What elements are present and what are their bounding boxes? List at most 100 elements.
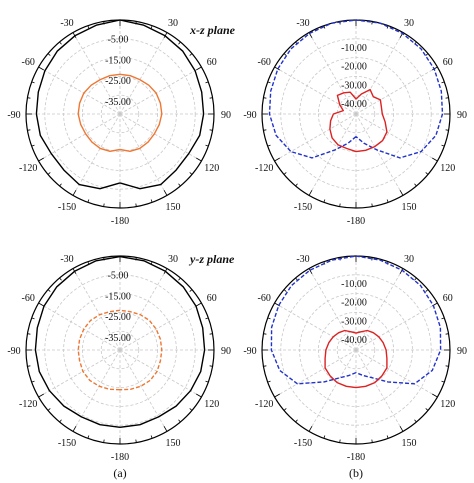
grid-spoke <box>119 66 202 115</box>
radial-label: -10.00 <box>341 43 367 54</box>
angle-label: -30 <box>60 18 73 29</box>
grid-spoke <box>119 349 168 432</box>
grid-spoke <box>72 113 121 196</box>
angle-label: -150 <box>58 202 76 213</box>
radial-label: -30.00 <box>341 80 367 91</box>
angle-label: 90 <box>457 346 467 357</box>
radial-label: -35.00 <box>105 97 131 108</box>
angle-label: -150 <box>294 202 312 213</box>
series-line-1 <box>268 19 444 159</box>
grid-spoke <box>72 268 121 351</box>
angle-label: -180 <box>347 452 365 463</box>
angle-label: 150 <box>166 438 181 449</box>
angle-label: -120 <box>255 163 273 174</box>
angle-label: -60 <box>258 57 271 68</box>
angle-label: 120 <box>440 163 455 174</box>
grid-spoke <box>355 113 438 162</box>
angle-tick <box>72 426 77 432</box>
series-line-2 <box>324 329 388 389</box>
radial-label: -5.00 <box>108 34 129 45</box>
angle-tick <box>432 66 438 71</box>
angle-label: -120 <box>255 399 273 410</box>
angle-tick <box>72 32 77 38</box>
grid-spoke <box>274 349 357 398</box>
grid-spoke <box>355 113 404 196</box>
angle-tick <box>196 157 202 162</box>
angle-label: 60 <box>207 293 217 304</box>
angle-tick <box>432 393 438 398</box>
angle-label: 90 <box>221 346 231 357</box>
angle-label: -180 <box>111 216 129 227</box>
angle-label: 120 <box>440 399 455 410</box>
grid-spoke <box>38 302 121 351</box>
angle-tick <box>308 268 313 274</box>
grid-ring <box>100 330 140 370</box>
angle-label: 90 <box>221 110 231 121</box>
angle-label: -90 <box>243 110 256 121</box>
grid-ring <box>336 94 376 134</box>
polar-chart-a-top: -30 -60 -90 -120 -150 -180 150 120 90 60 30 -5.00 -1… <box>7 18 231 227</box>
angle-tick <box>308 426 313 432</box>
angle-label: 150 <box>402 438 417 449</box>
angle-label: -90 <box>243 346 256 357</box>
polar-chart-b-bottom: -30 -60 -90 -120 -150 -180 150 120 90 60 30 -10.00 -… <box>243 254 467 463</box>
grid-spoke <box>355 66 438 115</box>
angle-tick <box>274 157 280 162</box>
grid-spoke <box>274 302 357 351</box>
radial-label: -20.00 <box>341 62 367 73</box>
angle-label: 60 <box>443 293 453 304</box>
angle-label: -120 <box>19 399 37 410</box>
angle-tick <box>72 190 77 196</box>
angle-label: 150 <box>402 202 417 213</box>
grid-spoke <box>119 113 168 196</box>
radial-label: -25.00 <box>105 312 131 323</box>
grid-spoke <box>38 349 121 398</box>
angle-label: -60 <box>22 293 35 304</box>
angle-label: -90 <box>7 346 20 357</box>
angle-label: 150 <box>166 202 181 213</box>
radial-label: -10.00 <box>341 279 367 290</box>
angle-label: -150 <box>294 438 312 449</box>
angle-label: -30 <box>296 18 309 29</box>
angle-label: -180 <box>111 452 129 463</box>
radial-label: -40.00 <box>341 335 367 346</box>
angle-tick <box>274 66 280 71</box>
angle-label: -30 <box>60 254 73 265</box>
grid-spoke <box>119 113 202 162</box>
grid-spoke <box>119 302 202 351</box>
angle-tick <box>38 302 44 307</box>
grid-spoke <box>38 66 121 115</box>
angle-label: 30 <box>168 254 178 265</box>
angle-tick <box>308 190 313 196</box>
radial-label: -25.00 <box>105 76 131 87</box>
grid-spoke <box>308 32 357 115</box>
radial-label: -15.00 <box>105 55 131 66</box>
angle-tick <box>38 157 44 162</box>
radial-label: -5.00 <box>108 270 129 281</box>
angle-tick <box>432 157 438 162</box>
angle-label: 30 <box>168 18 178 29</box>
grid-spoke <box>355 349 404 432</box>
radial-label: -35.00 <box>105 333 131 344</box>
series-line-1 <box>35 19 205 190</box>
radial-label: -15.00 <box>105 291 131 302</box>
grid-spoke <box>308 268 357 351</box>
angle-label: -60 <box>258 293 271 304</box>
grid-spoke <box>274 113 357 162</box>
series-line-2 <box>329 88 388 153</box>
series-line-1 <box>34 255 206 428</box>
angle-label: -150 <box>58 438 76 449</box>
grid-spoke <box>274 66 357 115</box>
grid-spoke <box>355 32 404 115</box>
grid-spoke <box>119 349 202 398</box>
angle-label: 90 <box>457 110 467 121</box>
angle-tick <box>399 426 404 432</box>
grid-spoke <box>119 268 168 351</box>
angle-tick <box>163 426 168 432</box>
grid-spoke <box>355 268 404 351</box>
angle-tick <box>196 302 202 307</box>
grid-spoke <box>355 349 438 398</box>
grid-ring <box>336 330 376 370</box>
angle-tick <box>196 393 202 398</box>
angle-label: -180 <box>347 216 365 227</box>
